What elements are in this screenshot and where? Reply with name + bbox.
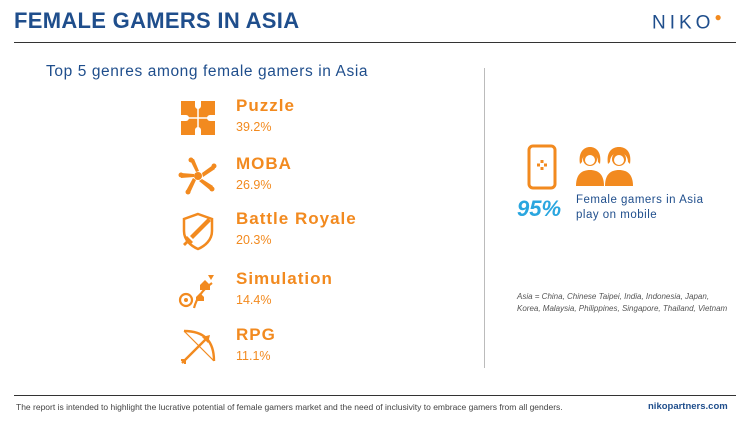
genre-puzzle: Puzzle 39.2% <box>178 96 438 148</box>
genre-name: Puzzle <box>236 96 295 115</box>
logo-dot: ● <box>714 10 722 24</box>
header-divider <box>14 42 736 43</box>
genres-subtitle: Top 5 genres among female gamers in Asia <box>46 63 369 80</box>
mobile-stat-label: Female gamers in Asia play on mobile <box>576 193 736 223</box>
stat-line-1: Female gamers in Asia <box>576 194 704 206</box>
vertical-divider <box>484 68 485 368</box>
mobile-stat-value: 95% <box>517 196 562 221</box>
genre-percent: 39.2% <box>236 120 272 134</box>
genre-name: RPG <box>236 325 276 344</box>
genre-simulation: Simulation 14.4% <box>178 269 438 321</box>
genre-battle-royale: Battle Royale 20.3% <box>178 209 438 261</box>
genre-percent: 11.1% <box>236 349 271 363</box>
footer-divider <box>14 395 736 396</box>
shield-sword-icon <box>182 212 214 251</box>
footer-text: The report is intended to highlight the … <box>16 402 563 412</box>
footer-url[interactable]: nikopartners.com <box>648 401 728 412</box>
genre-name: Simulation <box>236 269 333 288</box>
genre-rpg: RPG 11.1% <box>178 325 438 377</box>
niko-logo: NIKO● <box>652 10 722 34</box>
genre-percent: 14.4% <box>236 293 272 307</box>
genre-moba: MOBA 26.9% <box>178 154 438 206</box>
simulation-icon <box>178 275 214 309</box>
team-hands-icon <box>178 157 217 195</box>
mobile-phone-icon <box>527 144 557 190</box>
genre-percent: 20.3% <box>236 233 272 247</box>
puzzle-icon <box>181 101 215 135</box>
women-icon <box>576 147 633 186</box>
asia-definition-note: Asia = China, Chinese Taipei, India, Ind… <box>517 292 728 313</box>
stat-line-2: play on mobile <box>576 209 658 221</box>
genre-percent: 26.9% <box>236 178 272 192</box>
genre-name: Battle Royale <box>236 209 357 228</box>
genre-name: MOBA <box>236 154 292 173</box>
logo-text: NIKO <box>652 12 715 34</box>
bow-arrow-icon <box>181 329 216 364</box>
page-title: FEMALE GAMERS IN ASIA <box>14 8 300 33</box>
